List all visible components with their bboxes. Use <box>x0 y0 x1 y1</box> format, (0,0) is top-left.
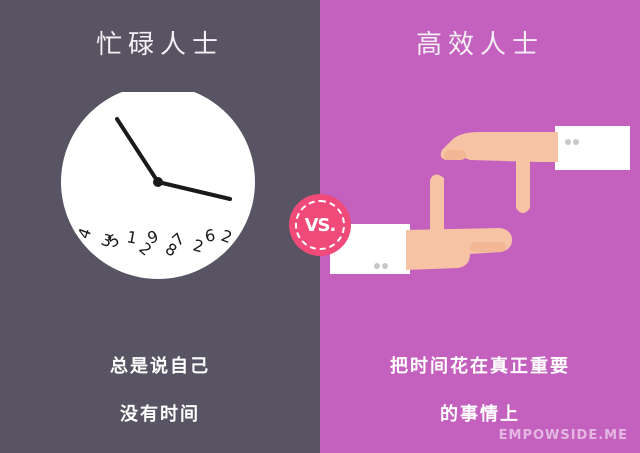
clock-digit: 2 <box>191 236 206 257</box>
frame-hands-icon <box>330 126 630 274</box>
vs-text: VS. <box>304 214 337 236</box>
clock-digit: 6 <box>203 225 216 245</box>
efficient-people-title: 高效人士 <box>415 30 544 60</box>
busy-people-title: 忙碌人士 <box>95 30 224 60</box>
vs-badge: VS. <box>291 196 349 254</box>
watermark: EMPOWSIDE.ME <box>498 428 628 443</box>
clock-digit: 1 <box>125 227 138 247</box>
